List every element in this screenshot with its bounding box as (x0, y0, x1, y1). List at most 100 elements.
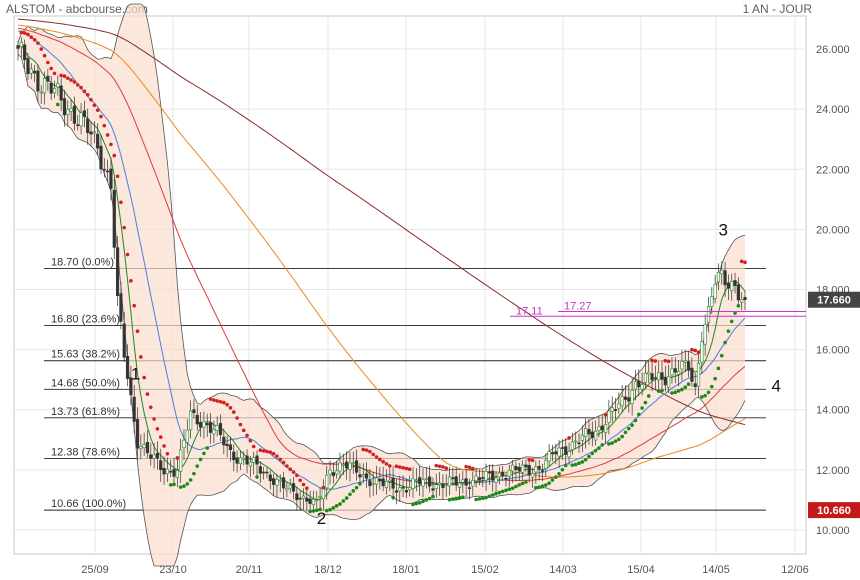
sar-dot (69, 78, 73, 82)
sar-dot (162, 444, 166, 448)
candle-body (79, 112, 83, 127)
candle-body (152, 454, 156, 459)
candle-body (627, 397, 631, 402)
sar-dot (474, 497, 478, 502)
sar-dot (354, 485, 359, 490)
sar-dot (142, 375, 146, 380)
sar-dot (241, 428, 246, 433)
candle-body (331, 472, 335, 477)
candle-body (308, 498, 312, 504)
sar-dot (231, 410, 236, 414)
candle-body (245, 455, 249, 465)
candle-body (554, 451, 558, 455)
price-tag (808, 502, 860, 519)
sar-dot (467, 465, 472, 470)
sar-dot (32, 37, 37, 42)
x-tick-label: 15/04 (627, 564, 655, 576)
sar-dot (79, 85, 83, 90)
y-tick-label: 20.000 (816, 224, 850, 236)
x-tick-label: 14/05 (702, 564, 730, 576)
candle-body (391, 477, 395, 489)
sar-dot (464, 464, 468, 469)
sar-dot (328, 507, 332, 512)
sar-dot (563, 463, 568, 468)
sar-dot (261, 449, 266, 453)
sar-dot (630, 423, 634, 427)
axes: 10.00012.00014.00016.00018.00020.00022.0… (81, 44, 860, 576)
sar-dot (182, 484, 186, 488)
candle-body (574, 440, 578, 443)
x-tick-label: 18/12 (314, 564, 342, 576)
sar-dot (587, 454, 591, 459)
sar-dot (119, 200, 123, 205)
sar-dot (361, 447, 366, 452)
sar-dot (633, 418, 638, 423)
candle-body (630, 390, 634, 404)
candle-body (23, 44, 27, 61)
wave-label: 1 (131, 365, 140, 384)
candle-body (265, 471, 269, 474)
sar-dot (29, 35, 34, 40)
sar-dot (656, 389, 661, 393)
candle-body (643, 372, 648, 383)
sar-dot (490, 493, 495, 497)
sar-dot (188, 478, 193, 482)
sar-dot (95, 108, 100, 112)
sar-dot (623, 430, 628, 435)
candle-body (364, 473, 369, 479)
sar-dot (39, 47, 44, 51)
wave-label: 4 (772, 377, 781, 396)
candle-body (494, 477, 498, 483)
sar-dot (324, 508, 329, 513)
sar-dot (85, 92, 90, 97)
candle-body (36, 70, 40, 92)
candle-body (361, 474, 365, 477)
sar-dot (251, 444, 256, 449)
candle-body (268, 474, 272, 482)
candle-body (374, 477, 379, 485)
candle-body (122, 323, 126, 358)
sar-dot (580, 460, 585, 464)
candle-body (504, 478, 508, 480)
candle-body (730, 281, 734, 291)
price-tag-label: 10.660 (817, 505, 851, 517)
period-label[interactable]: 1 AN - JOUR (742, 2, 812, 16)
candle-body (172, 469, 176, 477)
sar-dot (285, 464, 289, 468)
candle-body (89, 131, 93, 135)
fib-label: 16.80 (23.6%) (51, 314, 120, 326)
sar-dot (700, 395, 704, 399)
sar-dot (504, 488, 508, 493)
sar-dot (507, 487, 512, 492)
sar-dot (557, 472, 561, 476)
fib-label: 10.66 (100.0%) (51, 498, 126, 510)
sar-dot (431, 494, 435, 499)
candle-body (610, 407, 614, 412)
candle-body (315, 499, 319, 502)
candle-body (46, 75, 50, 82)
candle-body (258, 466, 262, 474)
sar-dot (441, 465, 445, 469)
candle-body (215, 425, 219, 431)
candle-body (76, 124, 80, 127)
sar-dot (424, 498, 429, 502)
sar-dot (248, 438, 253, 443)
candle-body (600, 425, 604, 431)
candle-body (723, 270, 727, 286)
candle-body (225, 443, 229, 447)
sar-dot (726, 329, 731, 333)
sar-dot (381, 459, 385, 464)
x-tick-label: 15/02 (471, 564, 499, 576)
sar-dot (723, 340, 727, 345)
candle-body (205, 423, 209, 426)
sar-dot (115, 174, 120, 179)
sar-dot (301, 482, 306, 487)
candle-body (633, 381, 638, 390)
candle-body (115, 247, 120, 296)
sar-dot (710, 384, 714, 389)
sar-dot (703, 393, 707, 398)
candle-body (547, 451, 551, 462)
candle-body (42, 78, 47, 94)
candle-body (175, 470, 179, 478)
candle-body (693, 383, 697, 388)
